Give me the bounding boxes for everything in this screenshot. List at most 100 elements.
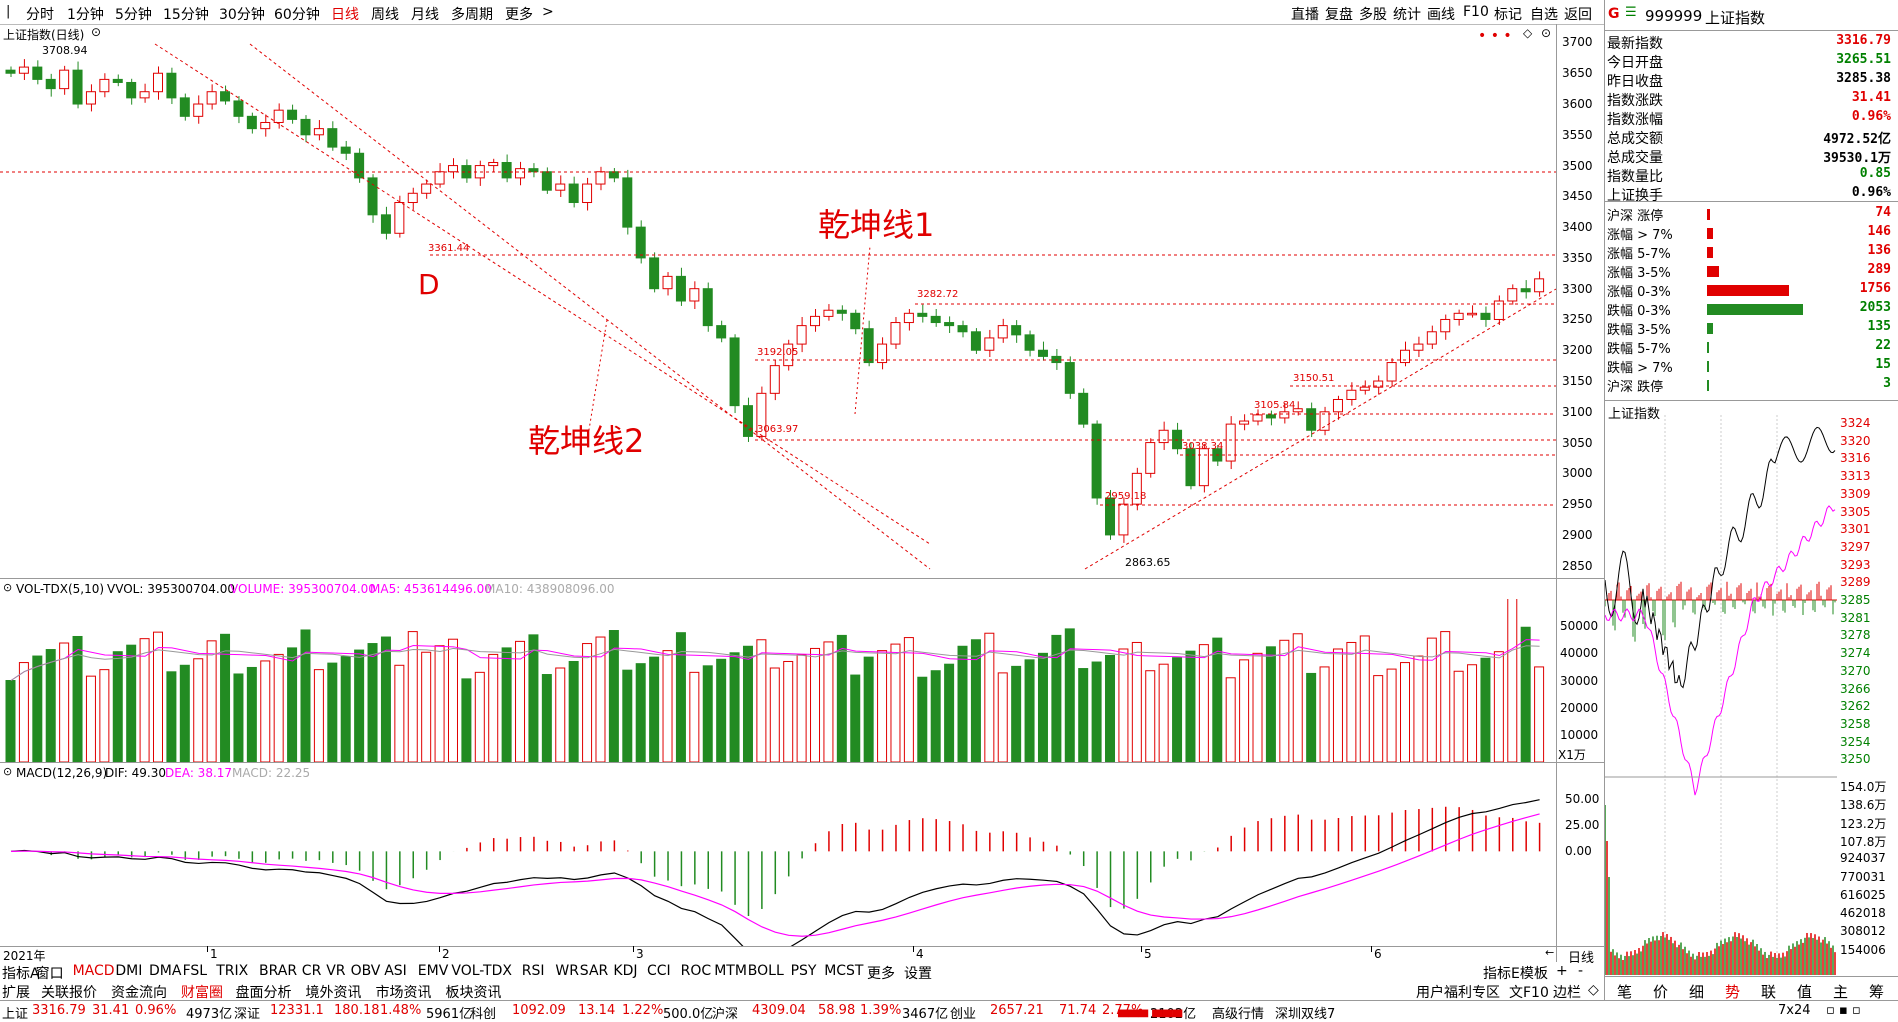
indicator-tab[interactable]: ROC (680, 963, 712, 979)
status-icons[interactable]: ▫ ▪ ▫ (1826, 1003, 1861, 1018)
period-tab-30min[interactable]: 30分钟 (219, 7, 265, 23)
volume-bar (756, 639, 767, 762)
status-corner[interactable]: 7x24 (1778, 1003, 1811, 1018)
side-tab[interactable]: 价 (1653, 983, 1669, 1001)
indicator-tab[interactable]: PSY (790, 963, 817, 979)
period-tab-fenshi[interactable]: 分时 (26, 7, 54, 23)
indicator-tab[interactable]: BOLL (747, 963, 784, 979)
tool-review[interactable]: 复盘 (1325, 7, 1353, 23)
macd-menu-icon[interactable]: ⊙ (3, 765, 13, 778)
indicator-tab[interactable]: MACD (72, 963, 115, 979)
side-tab[interactable]: 主 (1833, 983, 1849, 1001)
chevron-right-icon[interactable]: > (542, 4, 554, 20)
side-tab[interactable]: 笔 (1617, 983, 1633, 1001)
tool-draw[interactable]: 画线 (1427, 7, 1455, 23)
tool-back[interactable]: 返回 (1564, 7, 1592, 23)
tool-watchlist[interactable]: 自选 (1530, 7, 1558, 23)
indicator-tab[interactable]: BRAR (259, 963, 298, 979)
indicator-tab[interactable]: EMV (417, 963, 449, 979)
status-advanced[interactable]: 高级行情 (1212, 1007, 1265, 1022)
indicator-tab[interactable]: CCI (647, 963, 671, 979)
tool-live[interactable]: 直播 (1291, 7, 1319, 23)
indicator-tab[interactable]: MCST (824, 963, 864, 979)
bottom-tab-f10[interactable]: 文F10 (1509, 985, 1549, 1001)
collapse-tab-icon[interactable]: - (1578, 963, 1584, 979)
period-tab-1min[interactable]: 1分钟 (67, 7, 104, 23)
indicator-tab[interactable]: DMI (115, 963, 143, 979)
bottom-tab[interactable]: 市场资讯 (375, 985, 432, 1001)
volume-menu-icon[interactable]: ⊙ (3, 581, 13, 594)
chart-menu-icon[interactable]: ⊙ (91, 25, 102, 39)
status-flag-icon[interactable]: ▄▄▄ ▄▄▄ (1118, 1003, 1183, 1018)
g-icon[interactable]: G (1608, 6, 1620, 22)
indicator-tab[interactable]: 指标A (2, 966, 40, 982)
annotation-line1: 乾坤线1 (818, 206, 934, 244)
indicator-tab[interactable]: TRIX (216, 963, 249, 979)
breadth-label: 跌幅 0-3% (1607, 304, 1671, 319)
side-tab[interactable]: 值 (1797, 983, 1813, 1001)
tool-stats[interactable]: 统计 (1393, 7, 1421, 23)
period-tab-15min[interactable]: 15分钟 (163, 7, 209, 23)
indicator-tab[interactable]: 更多 (867, 966, 895, 982)
period-tab-60min[interactable]: 60分钟 (274, 7, 320, 23)
bottom-tab[interactable]: 境外资讯 (305, 985, 362, 1001)
side-tab[interactable]: 势 (1725, 983, 1741, 1001)
side-tab[interactable]: 筹 (1869, 983, 1885, 1001)
chart-settings-icon[interactable]: ◇ (1523, 26, 1533, 40)
chart-close-icon[interactable]: ⊙ (1541, 26, 1552, 40)
tool-f10[interactable]: F10 (1463, 4, 1489, 20)
volume-bar (1332, 648, 1343, 762)
arrow-line1 (854, 245, 871, 415)
dots-icon[interactable]: • • • (1478, 28, 1512, 44)
period-tab-daily[interactable]: 日线 (331, 7, 359, 23)
bottom-tab[interactable]: 扩展 (2, 985, 30, 1001)
bottom-tab[interactable]: 资金流向 (111, 985, 167, 1001)
indicator-tab[interactable]: RSI (521, 963, 545, 979)
indicator-tab[interactable]: SAR (579, 963, 609, 979)
price-tick-label: 3200 (1562, 343, 1593, 358)
indicator-tab[interactable]: DMA (149, 963, 182, 979)
volume-bar (85, 675, 96, 762)
indicator-tab[interactable]: OBV (350, 963, 381, 979)
indicator-tab[interactable]: KDJ (613, 963, 638, 979)
bottom-tab[interactable]: 板块资讯 (445, 985, 502, 1001)
bottom-tab[interactable]: 盘面分析 (235, 985, 292, 1001)
volume-bar (1078, 668, 1089, 762)
indicator-tab[interactable]: MTM (714, 963, 747, 979)
indicator-tab[interactable]: ASI (384, 963, 407, 979)
indicator-tab[interactable]: 窗口 (35, 966, 64, 982)
indicator-tab[interactable]: VR (326, 963, 346, 979)
bottom-tab[interactable]: 关联报价 (41, 985, 97, 1001)
period-tab-monthly[interactable]: 月线 (411, 7, 439, 23)
indicator-tab[interactable]: 设置 (904, 966, 932, 982)
indicator-tab[interactable]: VOL-TDX (451, 963, 512, 979)
indicator-tab[interactable]: CR (301, 963, 322, 979)
period-tab-5min[interactable]: 5分钟 (115, 7, 152, 23)
period-tab-weekly[interactable]: 周线 (371, 7, 399, 23)
tool-multi-stock[interactable]: 多股 (1359, 7, 1387, 23)
indicator-tab[interactable]: FSL (182, 963, 208, 979)
x-month-label: 3 (636, 947, 644, 961)
indicator-tab-right[interactable]: 板 (1534, 966, 1548, 982)
indicator-tab[interactable]: WR (555, 963, 579, 979)
tool-mark[interactable]: 标记 (1494, 7, 1522, 23)
quote-row: 最新指数 3316.79 (1607, 33, 1895, 52)
status-item: 0.96% (135, 1003, 177, 1018)
sidebar-toggle-icon[interactable]: ◇ (1588, 982, 1599, 998)
indicator-tab-right[interactable]: 指标E模 (1483, 966, 1534, 982)
status-dual-line[interactable]: 深圳双线7 (1275, 1007, 1336, 1022)
period-tab-more[interactable]: 更多 (505, 7, 533, 23)
add-tab-icon[interactable]: + (1556, 963, 1568, 979)
candle-body (488, 162, 499, 167)
side-tab[interactable]: 联 (1761, 983, 1777, 1001)
side-tab[interactable]: 细 (1689, 983, 1705, 1001)
volume-bar (1105, 655, 1116, 762)
period-tab-multi[interactable]: 多周期 (451, 7, 493, 23)
bottom-tab-sidebar[interactable]: 边栏 (1553, 985, 1581, 1001)
candle-body (930, 315, 941, 324)
bottom-tab-promo[interactable]: 用户福利专区 (1416, 985, 1500, 1001)
menu-grid-icon[interactable]: ☰ (1625, 5, 1637, 20)
price-tick-label: 2850 (1562, 558, 1593, 573)
bottom-tab[interactable]: 财富圈 (181, 985, 223, 1001)
scroll-left-icon[interactable]: ← (1545, 946, 1555, 959)
